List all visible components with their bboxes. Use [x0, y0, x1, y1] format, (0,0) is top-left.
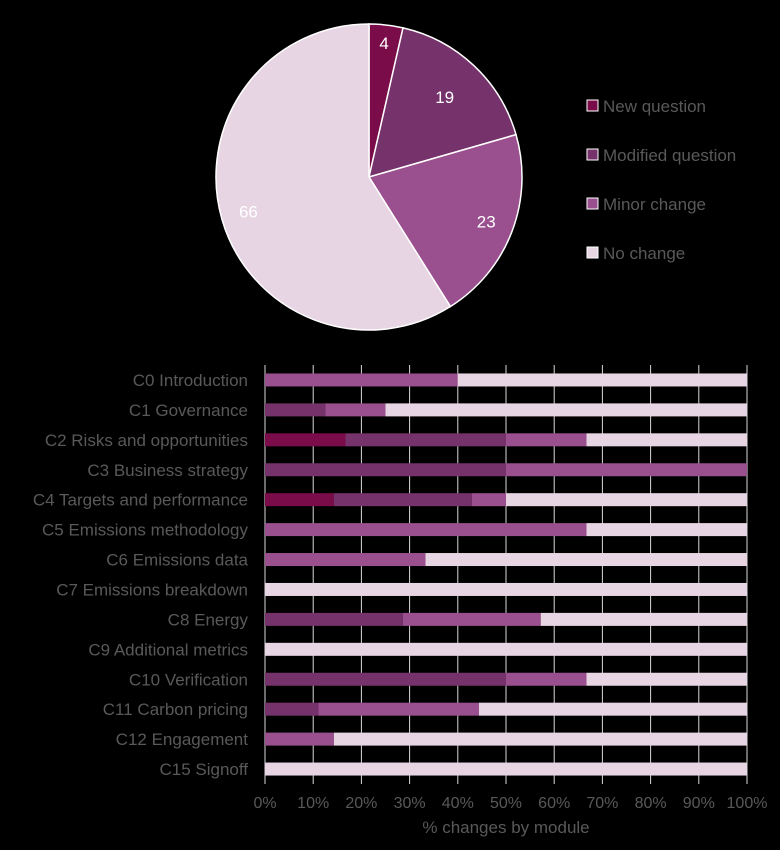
bar-series: [265, 373, 747, 776]
bar-c4-targets-and-performance-modified-question: [333, 493, 472, 507]
x-tick-label-40: 40%: [442, 795, 474, 812]
bar-c3-business-strategy-modified-question: [265, 463, 506, 477]
x-tick-label-0: 0%: [253, 795, 276, 812]
x-tick-label-80: 80%: [635, 795, 667, 812]
category-label-c0-introduction: C0 Introduction: [133, 371, 248, 390]
bar-c10-verification-minor-change: [506, 672, 587, 686]
pie-data-label-new-question: 4: [379, 34, 388, 53]
category-label-c7-emissions-breakdown: C7 Emissions breakdown: [56, 580, 248, 599]
legend-label-minor-change: Minor change: [603, 195, 706, 214]
category-label-c4-targets-and-performance: C4 Targets and performance: [33, 491, 248, 510]
pie-data-label-no-change: 66: [239, 203, 258, 222]
legend-swatch-modified-question: [586, 148, 599, 161]
x-tick-label-100: 100%: [727, 795, 768, 812]
category-label-c10-verification: C10 Verification: [129, 670, 248, 689]
x-tick-label-10: 10%: [297, 795, 329, 812]
legend-label-new-question: New question: [603, 97, 706, 116]
bar-c11-carbon-pricing-modified-question: [265, 702, 319, 716]
pie-data-label-minor-change: 23: [477, 213, 496, 232]
bar-c7-emissions-breakdown-no-change: [265, 582, 747, 596]
category-label-c2-risks-and-opportunities: C2 Risks and opportunities: [45, 431, 248, 450]
pie-slice-modified-question: [367, 26, 517, 179]
bar-c12-engagement-no-change: [333, 732, 747, 746]
bar-x-tick-labels: 0% 10% 20% 30% 40% 50% 60% 70% 80% 90% 100%: [253, 795, 767, 812]
bar-c2-risks-and-opportunities-no-change: [586, 433, 747, 447]
bar-c5-emissions-methodology-no-change: [586, 523, 747, 537]
category-label-c9-additional-metrics: C9 Additional metrics: [88, 640, 248, 659]
bar-c2-risks-and-opportunities-modified-question: [345, 433, 506, 447]
bar-category-labels: C0 Introduction C1 Governance C2 Risks and…: [33, 371, 249, 779]
category-label-c3-business-strategy: C3 Business strategy: [87, 461, 248, 480]
category-label-c6-emissions-data: C6 Emissions data: [106, 551, 248, 570]
category-label-c1-governance: C1 Governance: [129, 401, 248, 420]
stacked-bar-chart: C0 Introduction C1 Governance C2 Risks and…: [33, 365, 767, 837]
legend-swatch-new-question: [586, 99, 599, 112]
pie-slice-minor-change: [367, 133, 523, 308]
bar-c5-emissions-methodology-minor-change: [265, 523, 587, 537]
bar-c2-risks-and-opportunities-minor-change: [506, 433, 587, 447]
x-tick-label-30: 30%: [394, 795, 426, 812]
bar-c2-risks-and-opportunities-new-question: [265, 433, 346, 447]
legend-label-no-change: No change: [603, 244, 685, 263]
bar-c4-targets-and-performance-no-change: [506, 493, 747, 507]
x-tick-label-90: 90%: [683, 795, 715, 812]
bar-c6-emissions-data-minor-change: [265, 553, 426, 567]
bar-c1-governance-minor-change: [325, 403, 386, 417]
x-tick-label-20: 20%: [345, 795, 377, 812]
bar-c10-verification-modified-question: [265, 672, 506, 686]
bar-c12-engagement-minor-change: [265, 732, 334, 746]
x-tick-label-50: 50%: [490, 795, 522, 812]
bar-c0-introduction-no-change: [457, 373, 747, 387]
category-label-c12-engagement: C12 Engagement: [116, 730, 249, 749]
bar-c3-business-strategy-minor-change: [506, 463, 747, 477]
x-tick-label-70: 70%: [586, 795, 618, 812]
category-label-c15-signoff: C15 Signoff: [159, 760, 248, 779]
pie-legend: New question Modified question Minor chang…: [586, 97, 736, 263]
bar-c4-targets-and-performance-minor-change: [471, 493, 506, 507]
x-axis-title: % changes by module: [422, 818, 589, 837]
bar-gridlines: [264, 365, 748, 784]
bar-c0-introduction-minor-change: [265, 373, 458, 387]
bar-c6-emissions-data-no-change: [425, 553, 747, 567]
bar-c15-signoff-no-change: [265, 762, 747, 776]
legend-swatch-no-change: [586, 246, 599, 259]
x-tick-label-60: 60%: [538, 795, 570, 812]
category-label-c5-emissions-methodology: C5 Emissions methodology: [42, 521, 248, 540]
category-label-c8-energy: C8 Energy: [168, 610, 249, 629]
pie-data-label-modified-question: 19: [435, 88, 454, 107]
legend-swatch-minor-change: [586, 197, 599, 210]
bar-c4-targets-and-performance-new-question: [265, 493, 334, 507]
pie-chart: 4 19 23 66: [215, 23, 523, 331]
bar-c8-energy-no-change: [540, 612, 747, 626]
bar-c10-verification-no-change: [586, 672, 747, 686]
bar-c11-carbon-pricing-no-change: [479, 702, 747, 716]
bar-c11-carbon-pricing-minor-change: [318, 702, 480, 716]
bar-c8-energy-minor-change: [402, 612, 541, 626]
bar-c1-governance-modified-question: [265, 403, 326, 417]
category-label-c11-carbon-pricing: C11 Carbon pricing: [103, 700, 248, 719]
pie-slice-no-change: [215, 23, 452, 331]
bar-c9-additional-metrics-no-change: [265, 642, 747, 656]
bar-c8-energy-modified-question: [265, 612, 403, 626]
legend-label-modified-question: Modified question: [603, 146, 736, 165]
bar-c1-governance-no-change: [385, 403, 747, 417]
